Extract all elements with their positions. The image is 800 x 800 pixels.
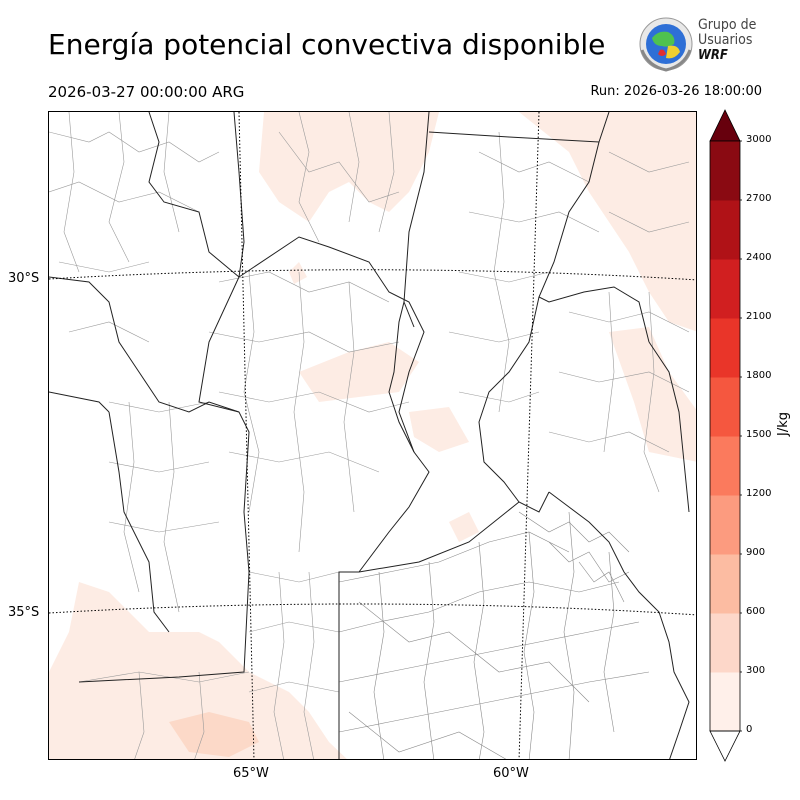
logo-line-3: WRF bbox=[698, 48, 728, 63]
logo-line-1: Grupo de bbox=[698, 17, 757, 33]
colorbar-segment bbox=[710, 495, 740, 555]
cape-shading bbox=[49, 112, 696, 759]
colorbar-tick-label: 2700 bbox=[746, 193, 772, 204]
colorbar-segment bbox=[710, 436, 740, 496]
colorbar-graphic bbox=[709, 109, 743, 762]
colorbar-tick-label: 0 bbox=[746, 724, 753, 735]
lat-label-30s: 30°S bbox=[8, 271, 40, 286]
colorbar-segment bbox=[710, 377, 740, 437]
colorbar-segment bbox=[710, 613, 740, 673]
colorbar-tick-label: 300 bbox=[746, 665, 766, 676]
province-boundaries bbox=[49, 112, 690, 759]
colorbar-tick-label: 900 bbox=[746, 547, 766, 558]
colorbar-unit: J/kg bbox=[776, 412, 791, 436]
globe-icon bbox=[639, 17, 693, 72]
department-boundaries bbox=[49, 112, 690, 759]
colorbar-under-extension bbox=[709, 730, 741, 762]
logo-line-2: Usuarios bbox=[698, 32, 753, 48]
page-title: Energía potencial convectiva disponible bbox=[48, 28, 606, 61]
colorbar-segment bbox=[710, 554, 740, 614]
lon-label-65w: 65°W bbox=[233, 766, 269, 781]
graticule bbox=[49, 112, 696, 759]
lon-label-60w: 60°W bbox=[493, 766, 529, 781]
colorbar bbox=[708, 108, 743, 768]
colorbar-tick-label: 2400 bbox=[746, 252, 772, 263]
colorbar-segment bbox=[710, 318, 740, 378]
colorbar-tick-label: 1500 bbox=[746, 429, 772, 440]
colorbar-tick-label: 600 bbox=[746, 606, 766, 617]
colorbar-tick-label: 3000 bbox=[746, 134, 772, 145]
colorbar-segment bbox=[710, 141, 740, 201]
colorbar-segment bbox=[710, 200, 740, 260]
colorbar-segment bbox=[710, 259, 740, 319]
colorbar-tick-label: 1200 bbox=[746, 488, 772, 499]
logo-text: Grupo de Usuarios WRF bbox=[698, 17, 757, 64]
valid-time: 2026-03-27 00:00:00 ARG bbox=[48, 83, 245, 101]
colorbar-tick-label: 1800 bbox=[746, 370, 772, 381]
logo: Grupo de Usuarios WRF bbox=[638, 16, 764, 72]
map-canvas bbox=[49, 112, 696, 759]
buenos-aires-partidos bbox=[338, 511, 650, 759]
run-time: Run: 2026-03-26 18:00:00 bbox=[590, 84, 762, 99]
map-panel bbox=[48, 111, 697, 760]
colorbar-segment bbox=[710, 672, 740, 732]
colorbar-tick-label: 2100 bbox=[746, 311, 772, 322]
lat-label-35s: 35°S bbox=[8, 605, 40, 620]
cape-shading-mid bbox=[169, 712, 259, 757]
colorbar-over-extension bbox=[709, 109, 741, 142]
